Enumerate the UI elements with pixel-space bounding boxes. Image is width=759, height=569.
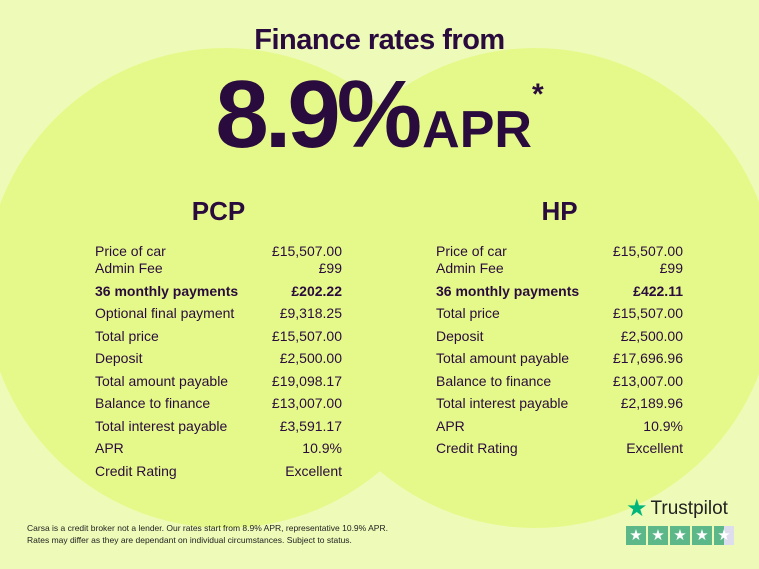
row-value: £13,007.00 (612, 372, 683, 389)
row-value: £99 (318, 260, 342, 276)
row-value: £9,318.25 (279, 305, 342, 321)
table-row: Deposit £2,500.00 (95, 350, 342, 367)
row-label: Balance to finance (436, 372, 552, 389)
table-row: Total interest payable £2,189.96 (436, 395, 683, 412)
table-row: 36 monthly payments £422.11 (436, 283, 683, 300)
table-row: Balance to finance £13,007.00 (95, 395, 342, 412)
table-row: Price of car £15,507.00 (436, 243, 683, 260)
row-label: Total interest payable (95, 417, 228, 434)
pcp-panel: PCP Price of car £15,507.00 Admin Fee £99 36… (95, 196, 342, 480)
star-icon: ★ (692, 526, 712, 545)
row-value: £17,696.96 (612, 350, 683, 366)
table-row: APR 10.9% (95, 440, 342, 457)
apr-label: APR (422, 101, 532, 159)
row-label: Deposit (95, 350, 143, 366)
row-value: £15,507.00 (271, 327, 342, 344)
background-circle-right (295, 48, 759, 528)
row-label: Balance to finance (95, 395, 211, 411)
row-value: Excellent (626, 440, 683, 456)
pcp-rows: Price of car £15,507.00 Admin Fee £99 36 mon… (95, 243, 342, 480)
hp-rows: Price of car £15,507.00 Admin Fee £99 36 mon… (436, 243, 683, 457)
rate-display: 8.9%APR* (0, 60, 759, 170)
table-row: Admin Fee £99 (436, 260, 683, 277)
row-label: Total amount payable (436, 350, 570, 366)
row-value: £13,007.00 (271, 395, 342, 411)
table-row: Credit Rating Excellent (436, 440, 683, 457)
row-value: £3,591.17 (279, 417, 342, 434)
table-row: Admin Fee £99 (95, 260, 342, 277)
row-value: 10.9% (643, 417, 683, 434)
row-label: 36 monthly payments (95, 282, 239, 299)
row-value: £15,507.00 (271, 243, 342, 259)
disclaimer: Carsa is a credit broker not a lender. O… (27, 522, 388, 546)
trustpilot-badge[interactable]: ★ Trustpilot ★ ★ ★ ★ ★ (626, 494, 734, 545)
row-value: Excellent (285, 462, 342, 479)
rate-value: 8.9% (215, 61, 422, 168)
row-value: £2,189.96 (620, 395, 683, 411)
table-row: Total interest payable £3,591.17 (95, 418, 342, 435)
row-label: Price of car (436, 243, 507, 259)
table-row: Total amount payable £17,696.96 (436, 350, 683, 367)
table-row: 36 monthly payments £202.22 (95, 283, 342, 300)
row-label: Total amount payable (95, 372, 229, 389)
row-value: 10.9% (302, 440, 342, 456)
table-row: APR 10.9% (436, 418, 683, 435)
half-star-icon: ★ (714, 526, 734, 545)
star-icon: ★ (670, 526, 690, 545)
table-row: Credit Rating Excellent (95, 463, 342, 480)
row-value: £202.22 (291, 282, 342, 299)
trustpilot-rating: ★ ★ ★ ★ ★ (626, 526, 734, 545)
row-label: Deposit (436, 327, 484, 344)
row-label: Total interest payable (436, 395, 569, 411)
trustpilot-name: Trustpilot (650, 497, 728, 519)
star-icon: ★ (648, 526, 668, 545)
row-label: 36 monthly payments (436, 282, 580, 299)
row-label: APR (436, 417, 465, 434)
headline: Finance rates from (254, 24, 505, 56)
row-label: APR (95, 440, 124, 456)
row-value: £99 (659, 260, 683, 276)
row-value: £422.11 (633, 282, 683, 299)
table-row: Total price £15,507.00 (95, 328, 342, 345)
hp-panel: HP Price of car £15,507.00 Admin Fee £99 36 … (436, 196, 683, 457)
row-value: £15,507.00 (612, 305, 683, 321)
row-label: Credit Rating (95, 462, 177, 479)
row-label: Total price (436, 305, 500, 321)
row-value: £2,500.00 (620, 327, 683, 344)
row-value: £2,500.00 (279, 350, 342, 366)
disclaimer-line-1: Carsa is a credit broker not a lender. O… (27, 523, 388, 533)
trustpilot-star-icon: ★ (626, 495, 648, 522)
table-row: Deposit £2,500.00 (436, 328, 683, 345)
row-label: Credit Rating (436, 440, 518, 456)
row-value: £19,098.17 (271, 372, 342, 389)
hp-title: HP (541, 196, 578, 226)
row-label: Admin Fee (436, 260, 504, 276)
row-value: £15,507.00 (612, 243, 683, 259)
asterisk: * (531, 78, 544, 111)
table-row: Total price £15,507.00 (436, 305, 683, 322)
disclaimer-line-2: Rates may differ as they are dependant o… (27, 535, 352, 545)
table-row: Price of car £15,507.00 (95, 243, 342, 260)
table-row: Optional final payment £9,318.25 (95, 305, 342, 322)
row-label: Total price (95, 327, 159, 344)
star-icon: ★ (626, 526, 646, 545)
row-label: Admin Fee (95, 260, 163, 276)
row-label: Optional final payment (95, 305, 235, 321)
table-row: Balance to finance £13,007.00 (436, 373, 683, 390)
table-row: Total amount payable £19,098.17 (95, 373, 342, 390)
row-label: Price of car (95, 243, 166, 259)
pcp-title: PCP (191, 196, 246, 226)
